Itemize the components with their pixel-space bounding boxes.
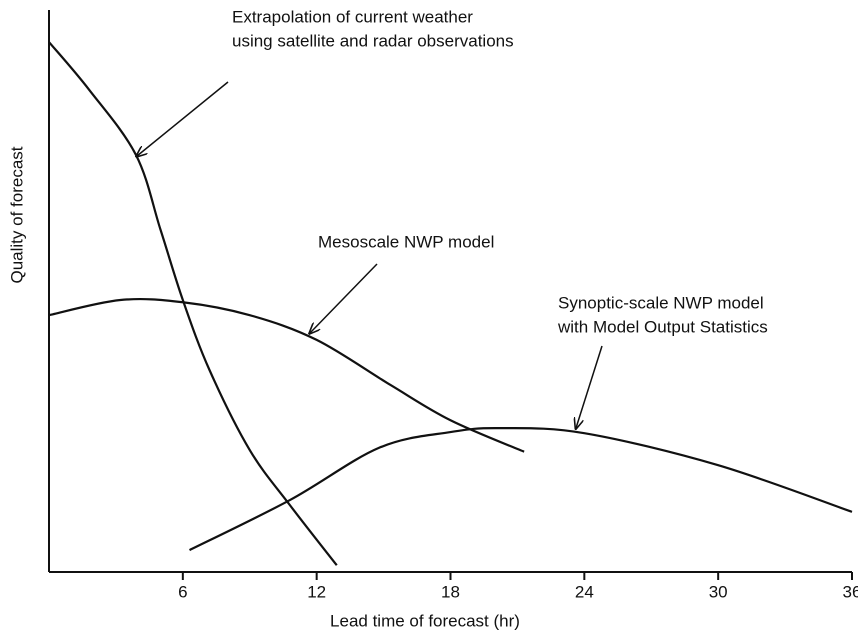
x-tick-label: 30 [709, 582, 728, 601]
annotation: Synoptic-scale NWP model [558, 293, 764, 312]
annotation: with Model Output Statistics [557, 317, 768, 336]
arrow [137, 81, 229, 156]
curve [48, 297, 525, 453]
x-tick-label: 36 [843, 582, 858, 601]
y-axis-label: Quality of forecast [7, 146, 26, 283]
x-tick-label: 6 [178, 582, 187, 601]
x-tick-label: 18 [441, 582, 460, 601]
x-tick-label: 12 [307, 582, 326, 601]
x-axis-label: Lead time of forecast (hr) [330, 611, 520, 630]
curve [189, 427, 853, 552]
curve [48, 41, 338, 566]
annotation: Mesoscale NWP model [318, 232, 494, 251]
annotation: using satellite and radar observations [232, 31, 514, 50]
x-tick-label: 24 [575, 582, 594, 601]
annotation: Extrapolation of current weather [232, 7, 473, 26]
arrow [576, 345, 603, 428]
arrow [310, 263, 378, 333]
